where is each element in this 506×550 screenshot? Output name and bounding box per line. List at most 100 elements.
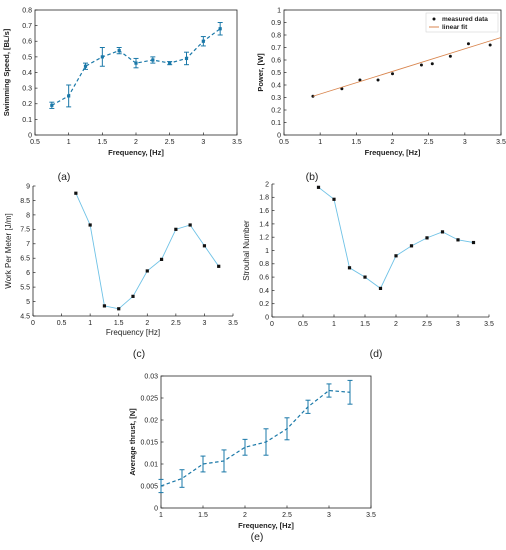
series-line — [75, 193, 220, 310]
y-tick-label: 1.4 — [259, 221, 269, 228]
y-tick-label: 0.6 — [259, 275, 269, 282]
x-tick-label: 2.5 — [422, 321, 432, 328]
data-point — [363, 275, 367, 279]
x-tick-label: 3 — [201, 139, 205, 146]
y-tick-label: 8 — [26, 212, 30, 219]
x-tick-label: 0 — [31, 320, 35, 327]
y-axis-label: Swimming Speed, [BL/s] — [2, 28, 11, 116]
plot-frame — [34, 9, 238, 136]
y-tick-label: 0.6 — [271, 57, 281, 64]
data-point — [488, 43, 492, 47]
data-point — [145, 269, 149, 273]
y-tick-label: 0.025 — [140, 395, 158, 402]
data-point — [218, 27, 222, 31]
y-tick-label: 0.7 — [271, 45, 281, 52]
data-point — [340, 87, 344, 91]
series-line — [312, 37, 502, 97]
x-tick-label: 2.5 — [282, 512, 292, 519]
y-tick-label: 0.8 — [259, 261, 269, 268]
data-point — [201, 39, 205, 43]
x-axis-label: Frequency, [Hz] — [238, 521, 294, 530]
panel-label: (b) — [306, 171, 319, 183]
x-tick-label: 3 — [327, 512, 331, 519]
x-tick-label: 3.5 — [496, 139, 506, 146]
data-point — [440, 230, 445, 234]
y-tick-label: 5 — [26, 299, 30, 306]
x-tick-label: 0.5 — [57, 320, 67, 327]
x-tick-label: 0.5 — [298, 321, 308, 328]
y-tick-label: 9 — [26, 183, 30, 190]
x-tick-label: 2 — [394, 321, 398, 328]
data-point — [466, 42, 470, 46]
x-tick-label: 2.5 — [424, 139, 434, 146]
y-tick-label: 0.3 — [22, 86, 32, 93]
y-tick-label: 0.015 — [140, 439, 158, 446]
y-tick-label: 2 — [265, 181, 269, 188]
data-point — [202, 244, 207, 248]
data-point — [471, 240, 476, 245]
y-tick-label: 1.8 — [259, 195, 269, 202]
chart-panel-d: 0 0.5 1 1.5 2 2.5 3 3.5 0 0.2 0.4 0.6 0.8 1 1.2 1.4 1.6 1… — [242, 181, 494, 360]
chart-panel-b: 0.5 1 1.5 2 2.5 3 3.5 0 0.1 0.2 0.3 0.4 0.5 0.6 0.7 0.8… — [256, 7, 506, 183]
panel-label: (c) — [133, 348, 145, 360]
y-tick-label: 0.7 — [22, 23, 32, 30]
data-point — [378, 286, 383, 291]
x-tick-label: 1 — [159, 512, 163, 519]
x-tick-label: 3.5 — [232, 139, 242, 146]
y-tick-label: 0.03 — [144, 373, 158, 380]
y-tick-label: 0.8 — [22, 7, 32, 14]
y-tick-label: 0.005 — [140, 483, 158, 490]
x-tick-label: 1.5 — [97, 139, 107, 146]
data-point — [88, 223, 92, 227]
data-point — [83, 64, 88, 68]
x-tick-label: 2 — [391, 139, 395, 146]
y-tick-label: 0 — [154, 505, 158, 512]
x-tick-label: 1.5 — [114, 320, 124, 327]
data-point — [184, 56, 189, 61]
series-line — [318, 186, 474, 290]
y-tick-label: 0.2 — [259, 301, 269, 308]
y-tick-label: 1.6 — [259, 208, 269, 215]
panel-label: (a) — [58, 171, 71, 183]
y-tick-label: 1 — [265, 248, 269, 255]
x-tick-label: 1.5 — [198, 512, 208, 519]
x-tick-label: 0 — [270, 321, 274, 328]
legend-entry: linear fit — [442, 24, 468, 31]
y-tick-label: 5.5 — [20, 285, 30, 292]
x-axis-label: Frequency, [Hz] — [108, 148, 164, 157]
data-point — [332, 197, 336, 201]
y-tick-label: 0 — [277, 132, 281, 139]
series-line — [51, 28, 221, 106]
x-tick-label: 3 — [463, 139, 467, 146]
x-tick-label: 1.5 — [360, 321, 370, 328]
y-tick-label: 0.01 — [144, 461, 158, 468]
x-tick-label: 1 — [67, 139, 71, 146]
y-tick-label: 0.6 — [22, 39, 32, 46]
y-tick-label: 0.5 — [271, 70, 281, 77]
data-point — [391, 72, 394, 76]
data-point — [117, 49, 121, 53]
data-point — [394, 254, 398, 258]
x-tick-label: 1 — [88, 320, 92, 327]
data-point — [151, 58, 155, 62]
x-tick-label: 3.5 — [366, 512, 376, 519]
panel-label: (e) — [251, 531, 264, 543]
x-tick-label: 1 — [318, 139, 322, 146]
data-point — [430, 62, 434, 66]
data-point — [316, 185, 321, 189]
y-tick-label: 0 — [265, 314, 269, 321]
legend-entry: measured data — [442, 16, 488, 23]
y-tick-label: 0.9 — [271, 20, 281, 27]
y-tick-label: 7.5 — [20, 227, 30, 234]
data-point — [456, 238, 460, 242]
y-tick-label: 0.3 — [271, 95, 281, 102]
data-point — [347, 266, 352, 270]
x-tick-label: 1 — [332, 321, 336, 328]
data-point — [358, 78, 362, 82]
data-point — [102, 304, 107, 308]
data-point — [100, 55, 104, 59]
x-tick-label: 3.5 — [484, 321, 494, 328]
x-tick-label: 2 — [145, 320, 149, 327]
y-tick-label: 0.4 — [271, 82, 281, 89]
